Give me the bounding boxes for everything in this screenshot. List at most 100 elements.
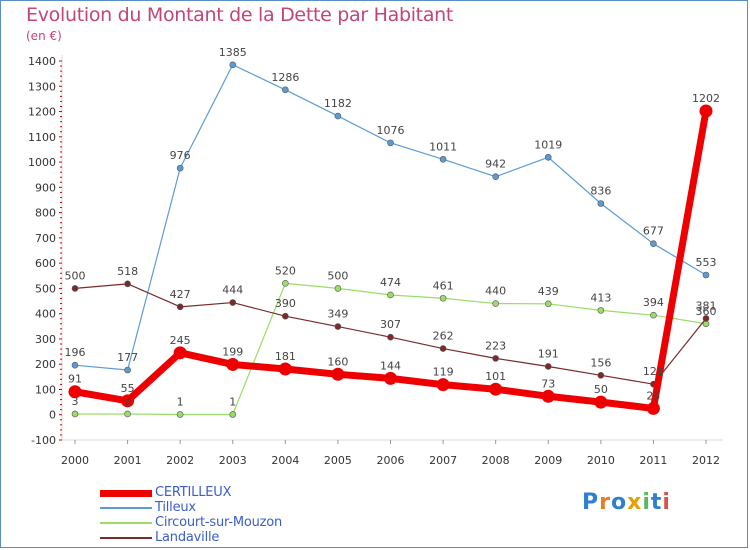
data-point-1 bbox=[229, 61, 237, 69]
data-point-1 bbox=[71, 361, 79, 369]
data-label: 199 bbox=[222, 345, 243, 358]
x-tick-label: 2005 bbox=[324, 454, 352, 467]
data-label: 1076 bbox=[377, 124, 405, 137]
data-point-2 bbox=[439, 294, 447, 302]
data-label: 427 bbox=[170, 288, 191, 301]
x-tick-label: 2009 bbox=[534, 454, 562, 467]
proxiti-logo: Proxiti bbox=[582, 490, 671, 515]
data-label: 500 bbox=[327, 269, 348, 282]
x-tick-label: 2011 bbox=[639, 454, 667, 467]
data-label: 413 bbox=[590, 291, 611, 304]
data-label: 181 bbox=[275, 350, 296, 363]
x-tick-label: 2012 bbox=[692, 454, 720, 467]
chart-unit-label: (en €) bbox=[26, 29, 62, 43]
data-point-3 bbox=[282, 312, 289, 320]
data-point-0 bbox=[226, 357, 240, 371]
data-point-3 bbox=[176, 303, 184, 311]
data-point-0 bbox=[646, 401, 660, 415]
x-tick-label: 2008 bbox=[482, 454, 510, 467]
data-label: 474 bbox=[380, 276, 401, 289]
y-tick-label: 1000 bbox=[28, 156, 56, 169]
data-label: 1 bbox=[177, 395, 184, 408]
y-tick-label: -100 bbox=[31, 434, 56, 447]
data-point-2 bbox=[387, 291, 394, 299]
legend-swatch bbox=[100, 522, 152, 524]
data-point-0 bbox=[384, 371, 397, 385]
data-point-1 bbox=[650, 240, 657, 247]
data-point-3 bbox=[334, 323, 342, 330]
legend-swatch bbox=[100, 537, 152, 539]
y-tick-label: 200 bbox=[35, 358, 56, 371]
data-label: 1202 bbox=[692, 92, 720, 105]
data-label: 50 bbox=[594, 383, 608, 396]
data-label: 3 bbox=[72, 395, 79, 408]
data-label: 381 bbox=[696, 299, 717, 312]
data-label: 439 bbox=[538, 285, 559, 298]
data-point-3 bbox=[124, 280, 131, 288]
y-tick-label: 1200 bbox=[28, 106, 56, 119]
data-label: 520 bbox=[275, 264, 296, 277]
data-point-2 bbox=[124, 410, 131, 418]
x-tick-label: 2000 bbox=[61, 454, 89, 467]
data-point-3 bbox=[229, 299, 237, 306]
y-tick-label: 0 bbox=[49, 409, 56, 422]
y-tick-label: 600 bbox=[35, 257, 56, 270]
legend-label: Tilleux bbox=[155, 500, 196, 515]
data-point-2 bbox=[334, 285, 342, 292]
data-point-2 bbox=[597, 307, 605, 314]
y-tick-label: 1400 bbox=[28, 55, 56, 68]
y-tick-label: 400 bbox=[35, 308, 56, 321]
data-label: 121 bbox=[643, 365, 664, 378]
data-point-0 bbox=[594, 395, 608, 409]
data-label: 191 bbox=[538, 347, 559, 360]
data-point-2 bbox=[176, 411, 184, 418]
data-label: 440 bbox=[485, 285, 506, 298]
legend-label: Circourt-sur-Mouzon bbox=[155, 515, 283, 530]
data-point-0 bbox=[541, 389, 555, 403]
data-label: 518 bbox=[117, 265, 138, 278]
x-tick-label: 2010 bbox=[587, 454, 615, 467]
data-label: 1 bbox=[229, 395, 236, 408]
data-point-2 bbox=[229, 411, 237, 418]
data-label: 1385 bbox=[219, 46, 247, 59]
x-tick-label: 2001 bbox=[114, 454, 142, 467]
data-label: 444 bbox=[222, 284, 243, 297]
data-point-2 bbox=[71, 410, 79, 418]
data-point-1 bbox=[334, 112, 342, 120]
y-tick-label: 300 bbox=[35, 333, 56, 346]
data-label: 25 bbox=[646, 389, 660, 402]
data-label: 360 bbox=[696, 305, 717, 318]
data-label: 942 bbox=[485, 158, 506, 171]
chart-title: Evolution du Montant de la Dette par Hab… bbox=[26, 4, 454, 26]
data-label: 91 bbox=[68, 373, 82, 386]
x-tick-label: 2007 bbox=[429, 454, 457, 467]
data-label: 394 bbox=[643, 296, 664, 309]
legend-label: CERTILLEUX bbox=[155, 485, 232, 500]
data-point-3 bbox=[387, 333, 394, 341]
data-label: 390 bbox=[275, 297, 296, 310]
data-label: 55 bbox=[121, 382, 135, 395]
y-tick-label: 1300 bbox=[28, 80, 56, 93]
data-point-0 bbox=[436, 378, 450, 392]
data-label: 836 bbox=[590, 185, 611, 198]
data-label: 119 bbox=[433, 366, 454, 379]
data-point-1 bbox=[544, 153, 552, 161]
data-point-2 bbox=[492, 300, 499, 307]
data-point-1 bbox=[387, 139, 394, 147]
legend-label: Landaville bbox=[155, 530, 220, 545]
y-tick-label: 500 bbox=[35, 282, 56, 295]
legend-swatch bbox=[100, 489, 152, 497]
data-point-3 bbox=[544, 363, 552, 370]
data-point-0 bbox=[173, 346, 187, 360]
legend-swatch bbox=[100, 507, 152, 509]
data-label: 144 bbox=[380, 359, 401, 372]
data-label: 976 bbox=[170, 149, 191, 162]
data-point-3 bbox=[597, 372, 605, 379]
data-label: 1019 bbox=[534, 138, 562, 151]
y-tick-label: 100 bbox=[35, 383, 56, 396]
data-point-0 bbox=[68, 385, 82, 399]
data-point-0 bbox=[699, 104, 713, 118]
data-point-1 bbox=[702, 271, 710, 279]
data-point-1 bbox=[597, 200, 605, 207]
